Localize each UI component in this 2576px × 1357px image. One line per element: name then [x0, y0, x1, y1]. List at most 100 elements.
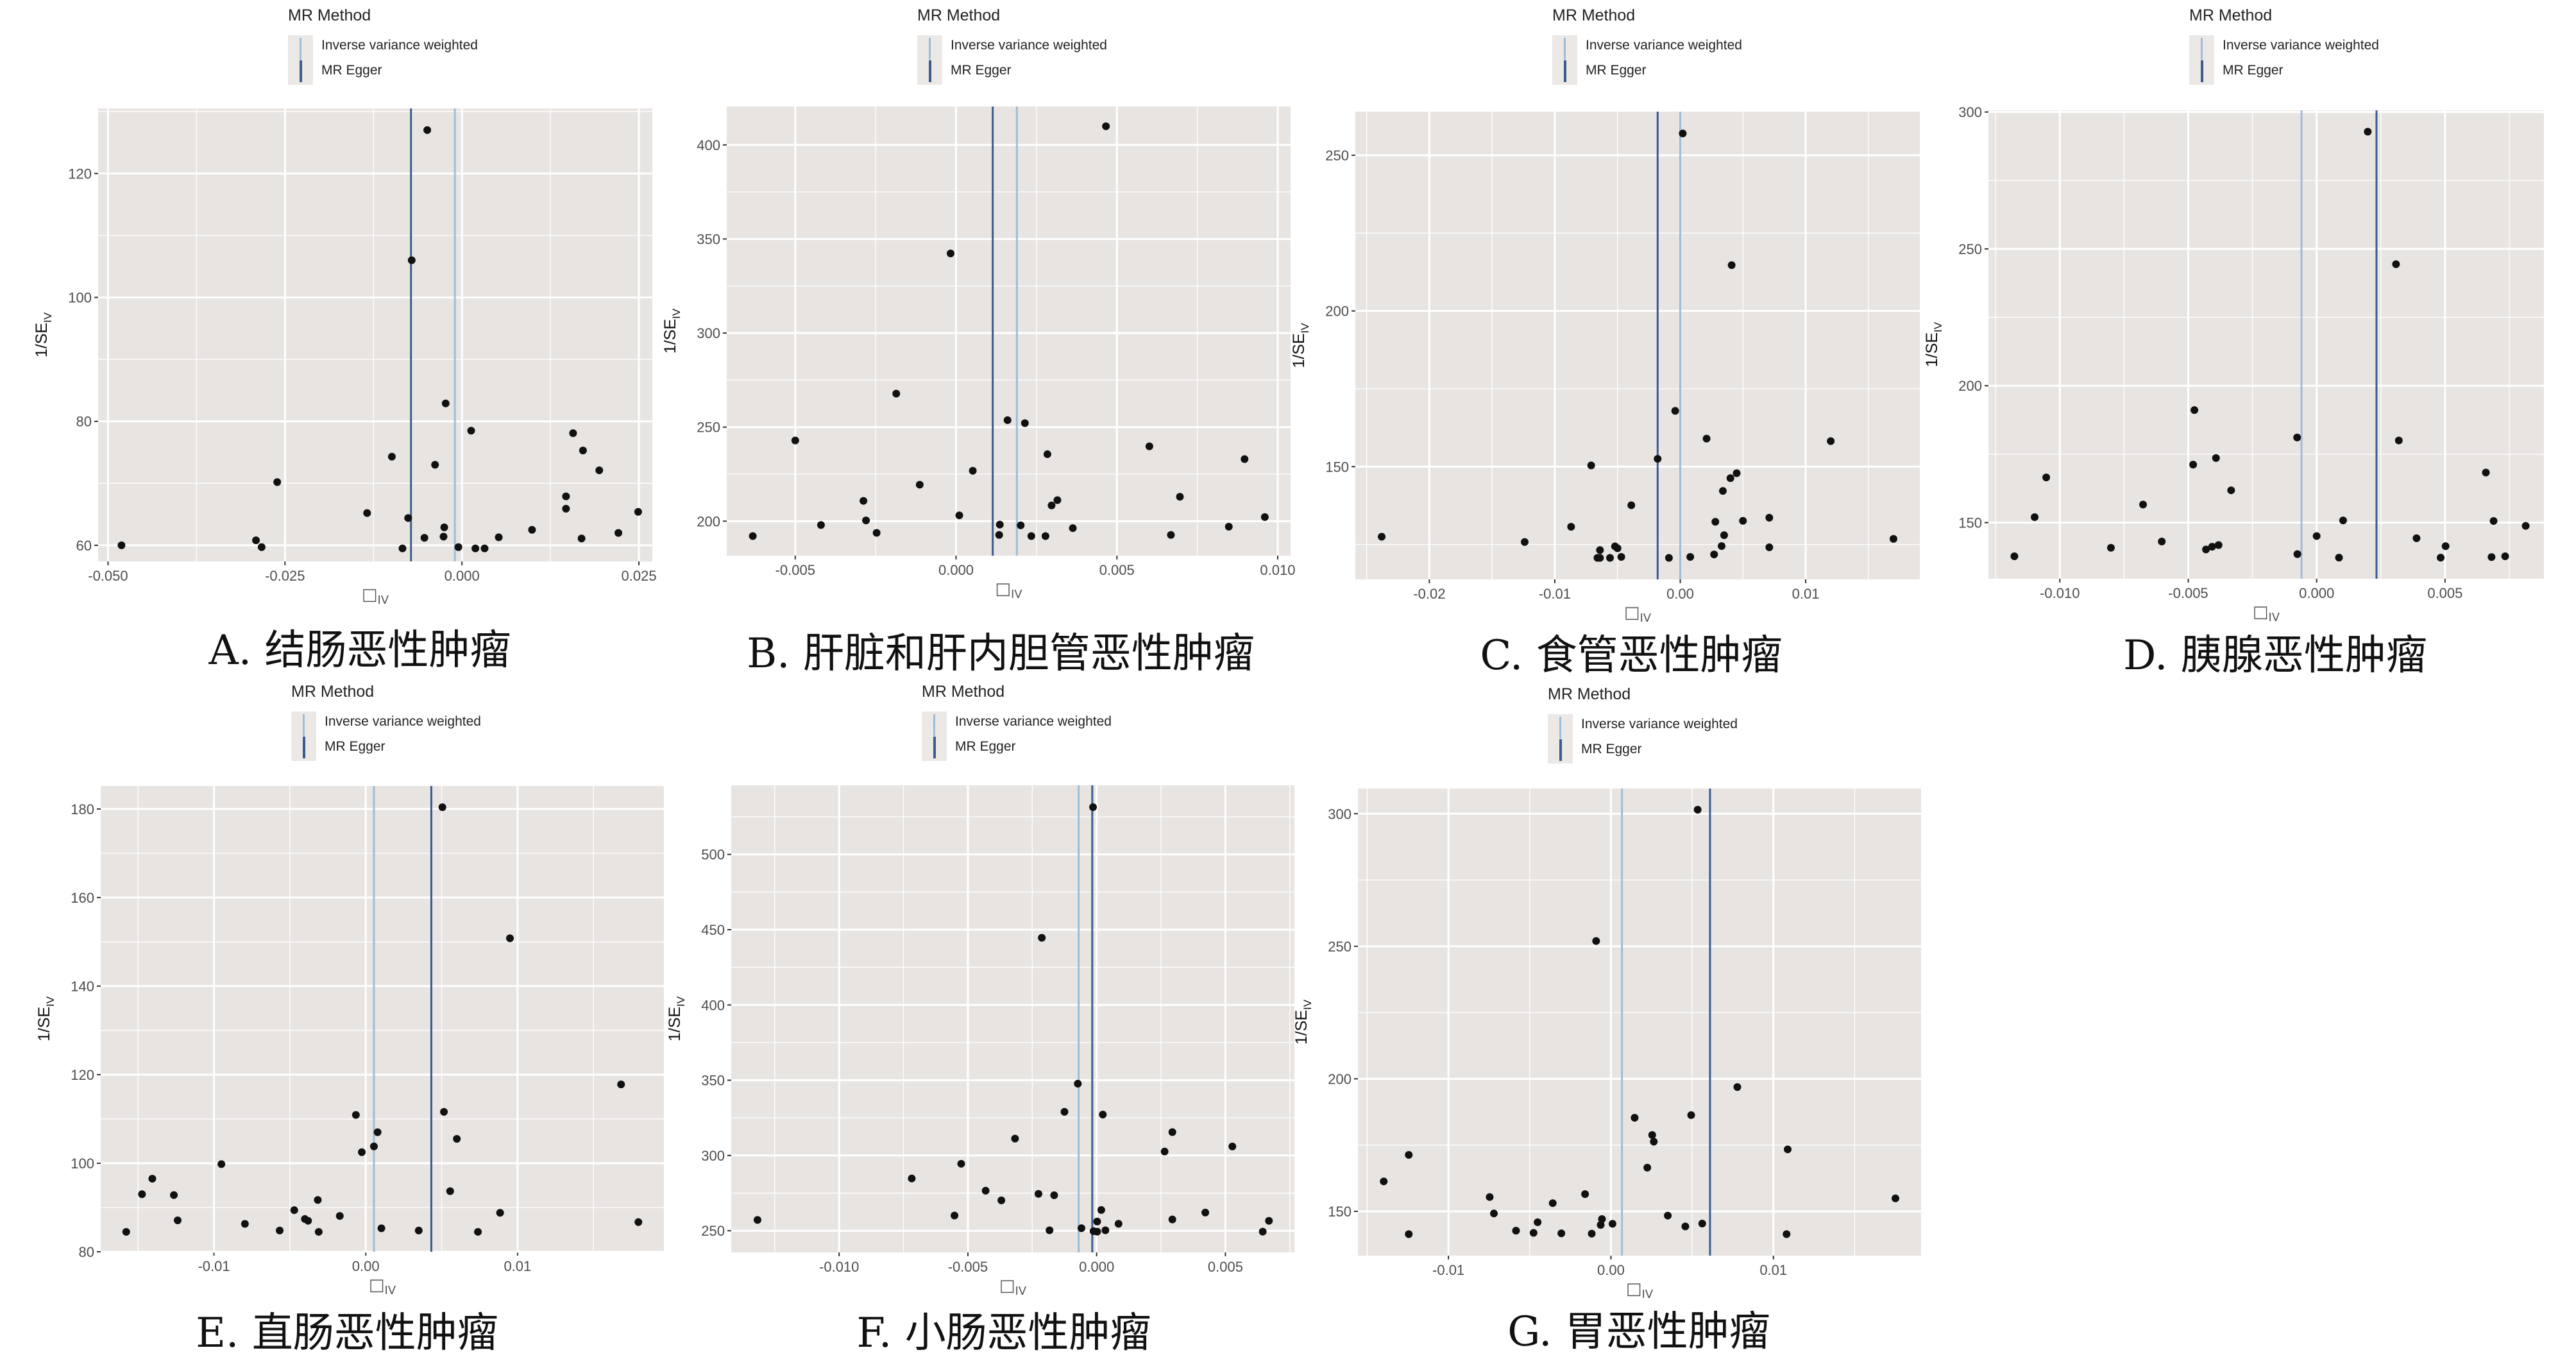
snp-point: [276, 1226, 284, 1234]
y-tick-label: 300: [697, 325, 720, 341]
snp-point: [273, 478, 282, 486]
panel-caption: B. 肝脏和肝内胆管恶性肿瘤: [747, 630, 1255, 678]
snp-point: [404, 514, 412, 522]
snp-point: [414, 1226, 423, 1234]
ivw-key-swatch: [929, 38, 931, 60]
snp-point: [1160, 1147, 1169, 1156]
legend-label-egger: MR Egger: [951, 63, 1012, 78]
x-tick-label: -0.005: [2168, 585, 2208, 601]
plot-background: [1358, 789, 1921, 1256]
snp-point: [471, 544, 480, 552]
snp-point: [398, 544, 407, 552]
snp-point: [562, 504, 570, 513]
snp-point: [1102, 122, 1110, 130]
snp-point: [1011, 1134, 1019, 1143]
snp-point: [908, 1174, 916, 1182]
y-tick-label: 200: [1328, 1071, 1352, 1087]
snp-point: [117, 541, 126, 549]
snp-point: [614, 529, 623, 537]
legend-label-ivw: Inverse variance weighted: [955, 714, 1112, 729]
snp-point: [1060, 1107, 1069, 1116]
y-axis-subscript: IV: [1301, 999, 1314, 1010]
snp-point: [1681, 1222, 1690, 1231]
snp-point: [173, 1216, 182, 1225]
legend-title: MR Method: [291, 683, 375, 701]
snp-point: [2412, 534, 2421, 542]
snp-point: [1606, 554, 1614, 562]
snp-point: [1665, 554, 1673, 562]
snp-point: [506, 934, 514, 943]
y-tick-label: 140: [71, 978, 94, 994]
plot-background: [1355, 112, 1920, 579]
snp-point: [352, 1111, 360, 1119]
snp-point: [1608, 1220, 1616, 1228]
y-tick-label: 250: [1325, 148, 1349, 164]
snp-point: [1720, 531, 1728, 540]
x-axis-symbol: □: [995, 579, 1011, 599]
snp-point: [1529, 1229, 1538, 1237]
legend-key: [1552, 35, 1577, 85]
snp-point: [438, 803, 446, 812]
snp-point: [1099, 1111, 1107, 1119]
snp-point: [617, 1080, 625, 1089]
snp-point: [969, 466, 977, 475]
snp-point: [1698, 1220, 1706, 1228]
snp-point: [1003, 416, 1012, 424]
y-tick-label: 120: [68, 166, 92, 182]
x-tick-label: 0.005: [1208, 1259, 1243, 1275]
snp-point: [915, 481, 924, 489]
snp-point: [1521, 538, 1529, 546]
panel-b: -0.005 0.000 0.005 0.010200250300350400□IV1…: [661, 107, 1295, 601]
legend-label-egger: MR Egger: [1586, 63, 1647, 78]
snp-point: [1783, 1230, 1791, 1238]
legend-key: [922, 712, 947, 761]
panel-caption: E. 直肠恶性肿瘤: [196, 1310, 498, 1357]
snp-point: [440, 1107, 448, 1116]
y-tick-label: 400: [701, 997, 725, 1013]
snp-point: [634, 508, 642, 516]
snp-point: [2214, 541, 2223, 549]
y-tick-label: 150: [1958, 515, 1982, 531]
y-tick-label: 350: [701, 1073, 725, 1089]
plot-background: [727, 107, 1291, 556]
snp-point: [995, 531, 1003, 539]
snp-point: [373, 1128, 382, 1136]
snp-point: [439, 533, 448, 541]
snp-point: [314, 1196, 322, 1204]
snp-point: [753, 1216, 761, 1224]
y-tick-label: 200: [697, 513, 720, 529]
y-axis-main: 1/SE: [35, 1007, 53, 1041]
snp-point: [1581, 1190, 1589, 1199]
snp-point: [1739, 516, 1747, 525]
snp-point: [304, 1216, 312, 1225]
y-tick-label: 300: [1328, 806, 1352, 822]
snp-point: [1046, 1226, 1054, 1234]
snp-point: [495, 533, 503, 542]
legend-key: [288, 35, 313, 85]
snp-point: [892, 389, 901, 398]
snp-point: [1021, 419, 1029, 427]
ivw-key-swatch: [1559, 717, 1561, 738]
snp-point: [2392, 260, 2400, 268]
snp-point: [2212, 454, 2220, 462]
snp-point: [1145, 442, 1153, 450]
snp-point: [1265, 1216, 1273, 1225]
snp-point: [1168, 1128, 1176, 1136]
snp-point: [2501, 552, 2509, 561]
snp-point: [2364, 128, 2372, 136]
snp-point: [2208, 543, 2216, 551]
x-axis-subscript: IV: [1641, 1288, 1653, 1301]
x-tick-label: 0.025: [622, 568, 657, 584]
egger-key-swatch: [1559, 739, 1562, 761]
plot-background: [731, 785, 1294, 1252]
snp-point: [872, 529, 881, 537]
x-tick-label: 0.000: [445, 568, 480, 584]
snp-point: [407, 256, 416, 264]
snp-point: [1097, 1206, 1105, 1214]
x-tick-label: 0.005: [1099, 562, 1135, 578]
y-tick-label: 120: [71, 1067, 94, 1083]
snp-point: [2106, 543, 2115, 552]
y-axis-title: 1/SEIV: [1290, 323, 1311, 368]
x-axis-subscript: IV: [377, 593, 389, 607]
y-tick-label: 200: [1325, 303, 1349, 320]
